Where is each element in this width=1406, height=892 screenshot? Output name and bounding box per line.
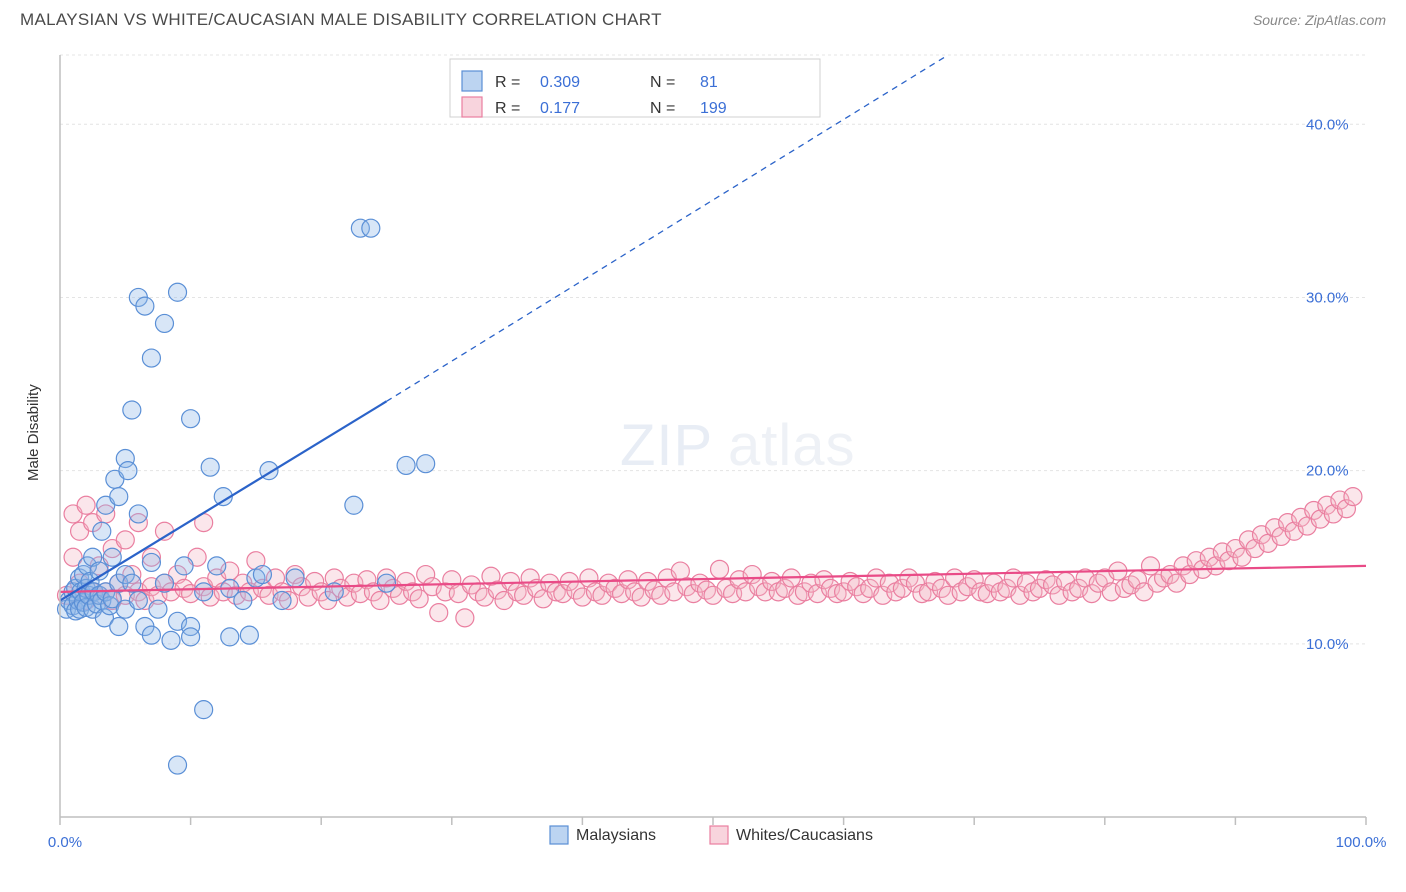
chart-container: 10.0% 20.0% 30.0% 40.0% ZIPatlas 0.0% 100.0% Ma…	[20, 35, 1386, 855]
svg-text:N =: N =	[650, 74, 675, 91]
svg-text:81: 81	[700, 74, 718, 91]
svg-text:199: 199	[700, 100, 727, 117]
svg-text:ZIP: ZIP	[620, 413, 713, 478]
svg-text:20.0%: 20.0%	[1306, 463, 1349, 480]
svg-text:30.0%: 30.0%	[1306, 289, 1349, 306]
svg-text:10.0%: 10.0%	[1306, 636, 1349, 653]
svg-text:atlas: atlas	[728, 413, 856, 478]
svg-text:0.177: 0.177	[540, 100, 580, 117]
svg-text:R =: R =	[495, 100, 520, 117]
svg-text:R =: R =	[495, 74, 520, 91]
svg-text:40.0%: 40.0%	[1306, 116, 1349, 133]
svg-text:Malaysians: Malaysians	[576, 827, 656, 844]
svg-text:N =: N =	[650, 100, 675, 117]
chart-title: MALAYSIAN VS WHITE/CAUCASIAN MALE DISABI…	[20, 10, 662, 30]
svg-text:100.0%: 100.0%	[1336, 834, 1386, 851]
svg-text:0.309: 0.309	[540, 74, 580, 91]
source-attribution: Source: ZipAtlas.com	[1253, 12, 1386, 28]
svg-text:Male Disability: Male Disability	[25, 384, 42, 481]
svg-text:0.0%: 0.0%	[48, 834, 82, 851]
scatter-chart: 10.0% 20.0% 30.0% 40.0% ZIPatlas 0.0% 100.0% Ma…	[20, 35, 1386, 855]
svg-text:Whites/Caucasians: Whites/Caucasians	[736, 827, 873, 844]
